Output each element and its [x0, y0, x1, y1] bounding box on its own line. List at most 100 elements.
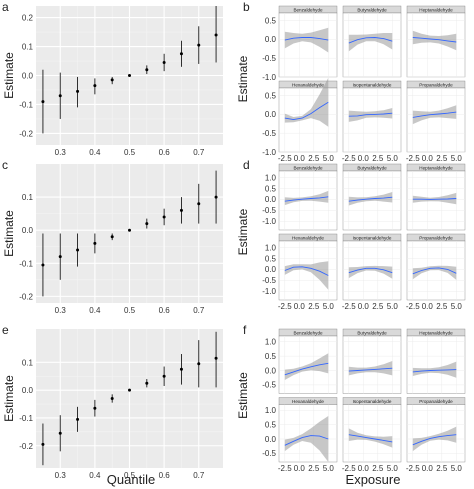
y-tick-label: -0.1 — [19, 414, 33, 423]
data-point — [179, 367, 183, 371]
y-tick-label: 0.0 — [265, 110, 277, 119]
panel-a: 0.3 0.4 0.5 0.6 0.7 -0.2 -0.1 0.0 0.1 0.2 Estimate… — [2, 0, 223, 157]
data-point — [76, 248, 80, 252]
panel-tag: e — [2, 323, 9, 337]
smooth-line — [284, 362, 329, 376]
x-tick-label: -2.5 — [406, 302, 420, 311]
confidence-band — [284, 416, 329, 462]
x-tick-label: 0.0 — [422, 154, 434, 163]
y-tick-label: -0.5 — [262, 206, 276, 215]
y-tick-label: 0.5 — [265, 184, 277, 193]
y-tick-label: 0.1 — [22, 193, 34, 202]
x-tick-label: 2.5 — [308, 464, 320, 473]
panel-tag: d — [243, 158, 250, 172]
x-tick-label: 0.5 — [124, 471, 136, 480]
facet-propanaldehyde: Propanaldehyde -2.5 0.0 2.5 5.0 — [406, 397, 466, 473]
facet-butyraldehyde: Butyraldehyde — [342, 163, 402, 231]
smooth-line — [284, 266, 329, 276]
y-tick-label: 1.0 — [265, 338, 277, 347]
x-tick-label: 0.0 — [422, 464, 434, 473]
y-tick-label: -0.2 — [19, 442, 33, 451]
y-tick-label: 0.1 — [22, 358, 34, 367]
y-tick-label: -1.0 — [262, 287, 276, 296]
y-tick-label: -0.5 — [262, 276, 276, 285]
y-tick-label: 0.2 — [22, 14, 34, 23]
smooth-line — [412, 434, 457, 446]
left-panels: 0.3 0.4 0.5 0.6 0.7 -0.2 -0.1 0.0 0.1 0.2 Estimate… — [2, 0, 223, 480]
y-tick-label: 1.0 — [265, 173, 277, 182]
smooth-line — [412, 369, 457, 373]
x-tick-label: 0.0 — [294, 154, 306, 163]
panel-c: 0.3 0.4 0.5 0.6 0.7 -0.2 -0.1 0.0 0.1 Estimate c — [2, 158, 223, 315]
smooth-line — [284, 37, 329, 41]
data-point — [145, 222, 149, 226]
data-point — [197, 43, 201, 47]
right-x-axis-title: Exposure — [346, 472, 401, 487]
y-tick-label: -0.1 — [19, 259, 33, 268]
facet-benzaldehyde: Benzaldehyde -0.5 0.0 0.5 1.0 — [262, 328, 338, 394]
facet-title: Propanaldehyde — [419, 235, 453, 240]
y-tick-label: 0.0 — [265, 366, 277, 375]
data-point — [110, 78, 114, 82]
data-point — [197, 202, 201, 206]
x-tick-label: 0.4 — [89, 148, 101, 157]
confidence-band — [284, 27, 329, 53]
y-tick-label: 0.5 — [265, 91, 277, 100]
facet-title: Heptanaldehyde — [419, 165, 453, 170]
facet-title: Hexanaldehyde — [292, 235, 324, 240]
y-tick-label: 0.0 — [22, 386, 34, 395]
x-tick-label: 0.5 — [124, 306, 136, 315]
facet-title: Hexanaldehyde — [292, 82, 324, 87]
x-tick-label: 5.0 — [387, 302, 399, 311]
x-tick-label: -2.5 — [342, 302, 356, 311]
facet-title: Heptanaldehyde — [419, 7, 453, 12]
x-tick-label: 0.5 — [124, 148, 136, 157]
facet-hexanaldehyde: Hexanaldehyde-1.0-0.50.00.5-2.5 0.0 2.5 5.0 — [262, 77, 338, 163]
x-tick-label: 0.7 — [193, 306, 205, 315]
y-tick-label: -0.1 — [19, 100, 33, 109]
data-point — [214, 33, 218, 37]
x-tick-label: -2.5 — [278, 302, 292, 311]
y-axis-title: Estimate — [236, 55, 250, 102]
data-point — [58, 431, 62, 435]
facet-title: Butyraldehyde — [357, 165, 387, 170]
facet-title: Butyraldehyde — [357, 7, 387, 12]
y-axis-title: Estimate — [236, 208, 250, 255]
x-tick-label: -2.5 — [406, 154, 420, 163]
confidence-band — [412, 426, 457, 452]
y-tick-label: 0.0 — [265, 435, 277, 444]
confidence-band — [284, 353, 329, 380]
data-point — [76, 89, 80, 93]
smooth-line — [348, 434, 393, 443]
data-point — [179, 208, 183, 212]
smooth-line — [412, 267, 457, 275]
smooth-line — [348, 112, 393, 117]
panel-b: Benzaldehyde -1.0 -0.5 0.0 0.5 Butyraldehyde H… — [236, 0, 466, 163]
facet-title: Benzaldehyde — [293, 165, 323, 170]
x-tick-label: 2.5 — [372, 464, 384, 473]
x-tick-label: 2.5 — [372, 302, 384, 311]
facet-heptanaldehyde: Heptanaldehyde — [406, 163, 466, 231]
x-tick-label: 2.5 — [436, 464, 448, 473]
smooth-line — [348, 367, 393, 372]
y-tick-label: 0.0 — [265, 35, 277, 44]
x-tick-label: 5.0 — [451, 302, 463, 311]
y-tick-label: 0.5 — [265, 352, 277, 361]
facet-benzaldehyde: Benzaldehyde -1.0 -0.5 0.0 0.5 1.0 — [262, 163, 338, 231]
facet-title: Propanaldehyde — [419, 82, 453, 87]
x-tick-label: 2.5 — [308, 302, 320, 311]
data-point — [93, 406, 97, 410]
data-point — [93, 84, 97, 88]
smooth-line — [284, 196, 329, 202]
x-tick-label: 0.4 — [89, 306, 101, 315]
x-tick-label: 5.0 — [387, 464, 399, 473]
facet-title: Hexanaldehyde — [292, 399, 324, 404]
x-tick-label: -2.5 — [406, 464, 420, 473]
x-tick-label: 0.0 — [358, 154, 370, 163]
facet-isopentanaldehyde: Isopentanaldehyde -2.5 0.0 2.5 5.0 — [342, 80, 402, 163]
facet-heptanaldehyde: Heptanaldehyde — [406, 5, 466, 78]
panel-tag: f — [243, 323, 247, 337]
smooth-line — [348, 267, 393, 274]
x-tick-label: 5.0 — [451, 154, 463, 163]
smooth-line — [348, 196, 393, 202]
